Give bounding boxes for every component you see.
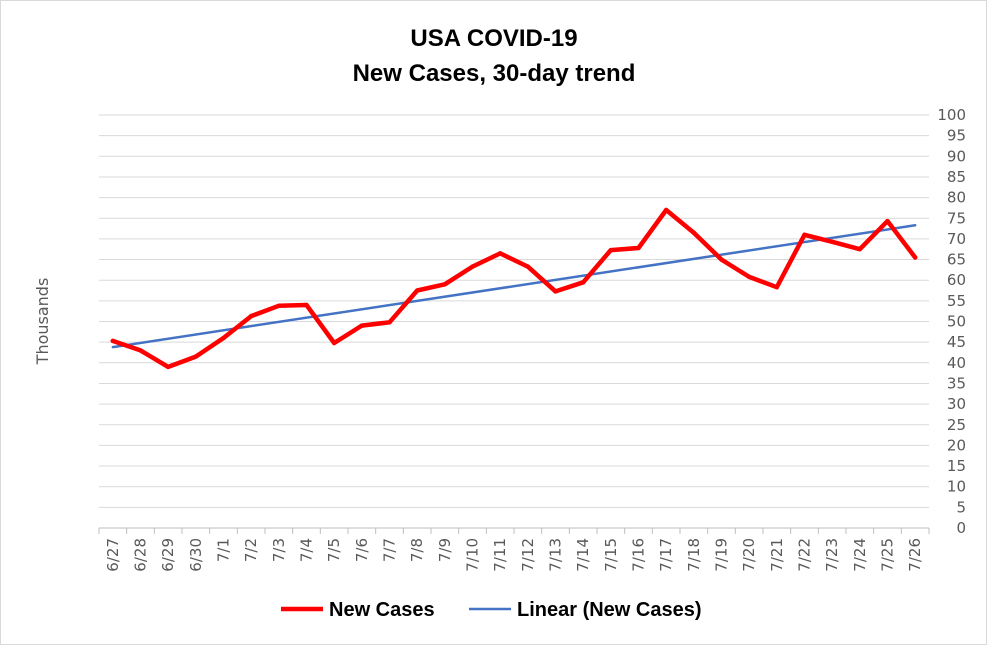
- data-point-7-11: [497, 251, 503, 256]
- data-point-7-24: [857, 247, 863, 252]
- data-point-7-15: [608, 247, 614, 253]
- x-tick-label-7-16: 7/16: [630, 538, 648, 572]
- y-tick-label-65: 65: [947, 251, 966, 269]
- data-point-7-7: [387, 320, 392, 325]
- y-tick-label-45: 45: [947, 333, 966, 351]
- x-tick-label-7-6: 7/6: [353, 538, 371, 562]
- legend-label-new-cases: New Cases: [329, 599, 435, 621]
- y-tick-label-0: 0: [956, 519, 966, 537]
- gridlines: [99, 114, 929, 508]
- x-tick-label-7-22: 7/22: [796, 538, 814, 572]
- data-point-7-23: [829, 239, 835, 244]
- x-tick-label-7-8: 7/8: [408, 538, 426, 562]
- y-tick-label-10: 10: [947, 478, 966, 496]
- x-tick-label-7-7: 7/7: [381, 538, 399, 562]
- x-tick-label-7-25: 7/25: [879, 538, 897, 572]
- data-point-7-16: [636, 245, 641, 251]
- y-tick-label-85: 85: [947, 168, 966, 186]
- data-point-7-18: [691, 230, 697, 235]
- y-tick-label-15: 15: [947, 457, 966, 475]
- legend: New Cases Linear (New Cases): [281, 599, 702, 621]
- data-point-7-25: [885, 218, 890, 224]
- data-point-7-2: [248, 313, 254, 319]
- x-tick-label-7-14: 7/14: [574, 538, 592, 572]
- x-tick-label-7-9: 7/9: [436, 538, 454, 562]
- data-point-6-29: [165, 364, 171, 370]
- data-point-6-28: [138, 348, 143, 353]
- x-tick-label-7-17: 7/17: [657, 538, 675, 572]
- x-tick-label-7-4: 7/4: [298, 538, 316, 562]
- data-point-7-9: [442, 282, 448, 287]
- data-point-7-10: [470, 264, 475, 269]
- x-tick-label-6-27: 6/27: [104, 538, 122, 572]
- chart-title-line-2: New Cases, 30-day trend: [353, 60, 636, 87]
- data-point-7-4: [304, 302, 309, 308]
- x-tick-label-7-1: 7/1: [215, 538, 233, 562]
- y-tick-label-95: 95: [947, 127, 966, 145]
- legend-label-linear-trend: Linear (New Cases): [517, 599, 702, 621]
- data-point-7-14: [580, 280, 586, 285]
- data-point-7-22: [802, 232, 807, 237]
- x-tick-label-7-18: 7/18: [685, 538, 703, 572]
- x-tick-label-7-2: 7/2: [242, 538, 260, 562]
- data-point-7-21: [774, 285, 780, 290]
- chart-title-line-1: USA COVID-19: [410, 25, 577, 52]
- y-tick-label-90: 90: [947, 147, 966, 165]
- x-tick-labels: 6/27 6/28 6/29 6/30 7/1 7/2 7/3 7/4 7/5 7/6 7/7 7/8…: [104, 538, 924, 572]
- y-tick-label-50: 50: [947, 313, 966, 331]
- y-tick-label-100: 100: [937, 106, 966, 124]
- data-point-7-26: [912, 255, 918, 260]
- series-layer: [110, 207, 918, 370]
- x-tick-label-7-12: 7/12: [519, 538, 537, 572]
- data-point-6-27: [110, 338, 116, 344]
- x-tick-label-7-11: 7/11: [491, 538, 509, 572]
- y-tick-label-80: 80: [947, 189, 966, 207]
- data-point-7-13: [553, 289, 558, 294]
- y-axis: 0 5 10 15 20 25 30 35 40 45 50 55 60 65 70 75 80 85 90 95 10…: [937, 106, 966, 537]
- y-tick-label-75: 75: [947, 209, 966, 227]
- series-linear-trend-line: [111, 224, 917, 349]
- x-tick-label-6-29: 6/29: [159, 538, 177, 572]
- data-point-7-6: [359, 323, 365, 328]
- y-tick-label-55: 55: [947, 292, 966, 310]
- x-tick-label-7-23: 7/23: [823, 538, 841, 572]
- y-tick-label-25: 25: [947, 416, 966, 434]
- data-point-6-30: [193, 354, 199, 359]
- x-tick-label-7-24: 7/24: [851, 538, 869, 572]
- y-tick-label-30: 30: [947, 395, 966, 413]
- x-tick-label-7-21: 7/21: [768, 538, 786, 572]
- y-tick-label-70: 70: [947, 230, 966, 248]
- y-tick-label-40: 40: [947, 354, 966, 372]
- series-new-cases-line: [110, 207, 918, 370]
- x-tick-label-6-28: 6/28: [132, 538, 150, 572]
- y-tick-label-35: 35: [947, 374, 966, 392]
- x-tick-label-7-10: 7/10: [464, 538, 482, 572]
- x-tick-label-7-19: 7/19: [713, 538, 731, 572]
- y-axis-label: Thousands: [33, 278, 52, 366]
- x-tick-label-7-5: 7/5: [325, 538, 343, 562]
- data-point-7-1: [221, 335, 226, 341]
- data-point-7-8: [414, 288, 420, 293]
- data-point-7-19: [719, 257, 724, 262]
- y-tick-label-20: 20: [947, 436, 966, 454]
- x-tick-label-7-13: 7/13: [547, 538, 565, 572]
- data-point-7-5: [331, 340, 337, 346]
- data-point-7-3: [276, 303, 282, 309]
- y-tick-label-60: 60: [947, 271, 966, 289]
- x-tick-label-6-30: 6/30: [187, 538, 205, 572]
- x-axis: [98, 527, 930, 534]
- x-tick-label-7-20: 7/20: [740, 538, 758, 572]
- y-tick-label-5: 5: [956, 498, 966, 516]
- x-tick-label-7-15: 7/15: [602, 538, 620, 572]
- data-point-7-17: [663, 207, 669, 213]
- x-tick-label-7-26: 7/26: [906, 538, 924, 572]
- x-tick-label-7-3: 7/3: [270, 538, 288, 562]
- data-point-7-12: [525, 264, 531, 269]
- data-point-7-20: [746, 274, 752, 280]
